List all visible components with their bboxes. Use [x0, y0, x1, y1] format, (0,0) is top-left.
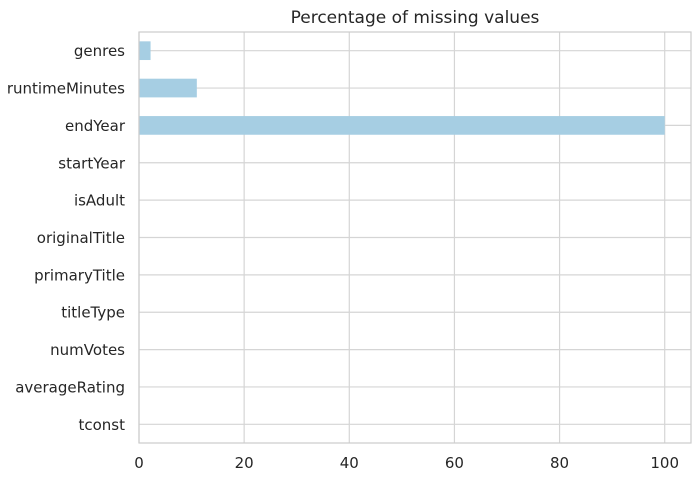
x-tick-label-1: 20 [235, 454, 254, 472]
x-tick-label-5: 100 [650, 454, 679, 472]
y-tick-label-runtimeMinutes: runtimeMinutes [7, 80, 125, 98]
y-tick-label-isAdult: isAdult [74, 192, 125, 210]
bar-genres [139, 41, 151, 61]
y-tick-labels: tconst averageRating numVotes titleType prim… [7, 42, 126, 434]
bar-endYear [139, 116, 665, 135]
y-tick-label-genres: genres [74, 42, 125, 60]
y-tick-label-startYear: startYear [58, 154, 126, 172]
y-tick-label-averageRating: averageRating [15, 378, 125, 396]
plot-frame [138, 31, 692, 444]
x-tick-label-2: 40 [340, 454, 359, 472]
y-tick-label-titleType: titleType [61, 304, 125, 322]
x-tick-label-3: 60 [445, 454, 464, 472]
bars [139, 41, 665, 135]
x-tick-label-4: 80 [550, 454, 569, 472]
y-tick-label-numVotes: numVotes [50, 341, 125, 359]
plot-border [138, 31, 692, 444]
bar-runtimeMinutes [139, 78, 197, 98]
x-tick-labels: 0 20 40 60 80 100 [134, 454, 679, 472]
grid-lines [138, 32, 691, 443]
y-tick-label-tconst: tconst [78, 416, 125, 434]
chart-title: Percentage of missing values [291, 8, 540, 28]
x-tick-label-0: 0 [134, 454, 144, 472]
y-tick-label-endYear: endYear [65, 117, 126, 135]
y-tick-label-primaryTitle: primaryTitle [34, 266, 125, 284]
y-tick-label-originalTitle: originalTitle [37, 229, 125, 247]
